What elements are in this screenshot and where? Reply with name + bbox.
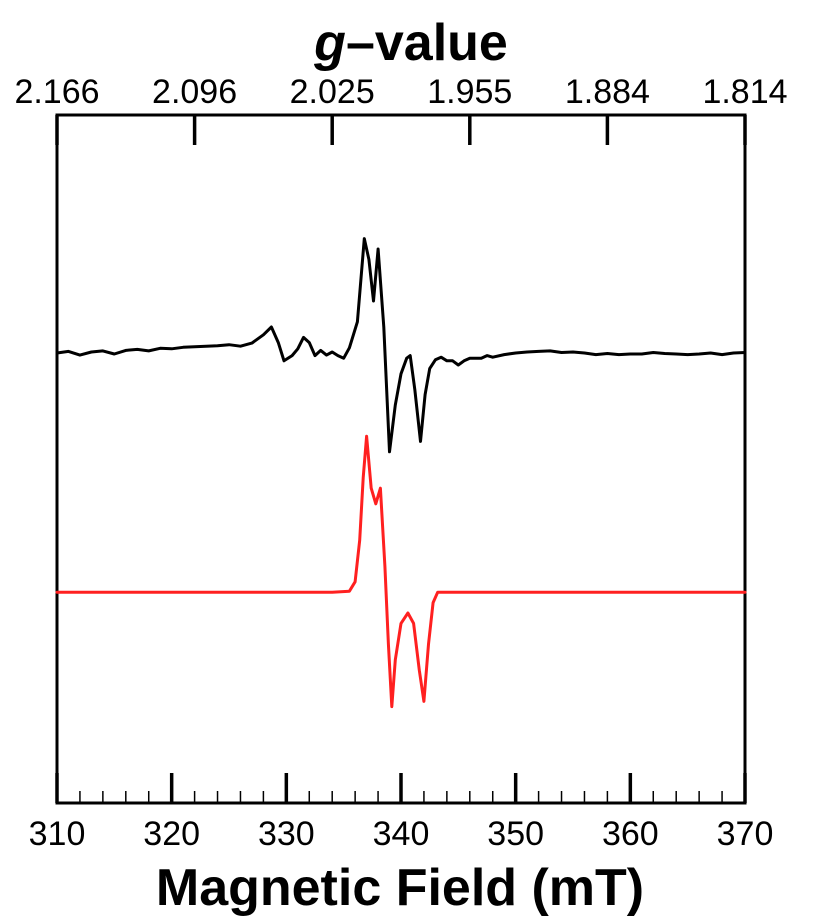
x-tick-label: 360 <box>602 815 659 853</box>
top-ticks <box>55 115 747 145</box>
x-tick-label: 350 <box>487 815 544 853</box>
top-tick-labels: 2.166 2.096 2.025 1.955 1.884 1.814 <box>14 73 787 111</box>
x-tick-label: 340 <box>373 815 430 853</box>
x-tick-label: 370 <box>717 815 774 853</box>
top-axis-title-rest: –value <box>346 14 508 72</box>
x-tick-label: 330 <box>258 815 315 853</box>
bottom-ticks <box>55 773 747 803</box>
simulated-spectrum-line <box>55 434 747 709</box>
plot-frame <box>55 113 747 805</box>
top-axis-title: g–value <box>313 14 508 72</box>
bottom-tick-labels: 310 320 330 340 350 360 370 <box>29 815 774 853</box>
g-value-tick-label: 1.955 <box>427 73 512 111</box>
g-value-tick-label: 2.166 <box>14 73 99 111</box>
g-value-tick-label: 2.096 <box>152 73 237 111</box>
g-value-tick-label: 1.814 <box>702 73 787 111</box>
top-axis-title-italic: g <box>313 14 346 72</box>
x-axis-title: Magnetic Field (mT) <box>156 859 644 917</box>
g-value-tick-label: 2.025 <box>290 73 375 111</box>
experimental-spectrum-line <box>55 237 747 454</box>
g-value-tick-label: 1.884 <box>565 73 650 111</box>
x-tick-label: 320 <box>143 815 200 853</box>
x-tick-label: 310 <box>29 815 86 853</box>
series-layer <box>55 237 747 709</box>
